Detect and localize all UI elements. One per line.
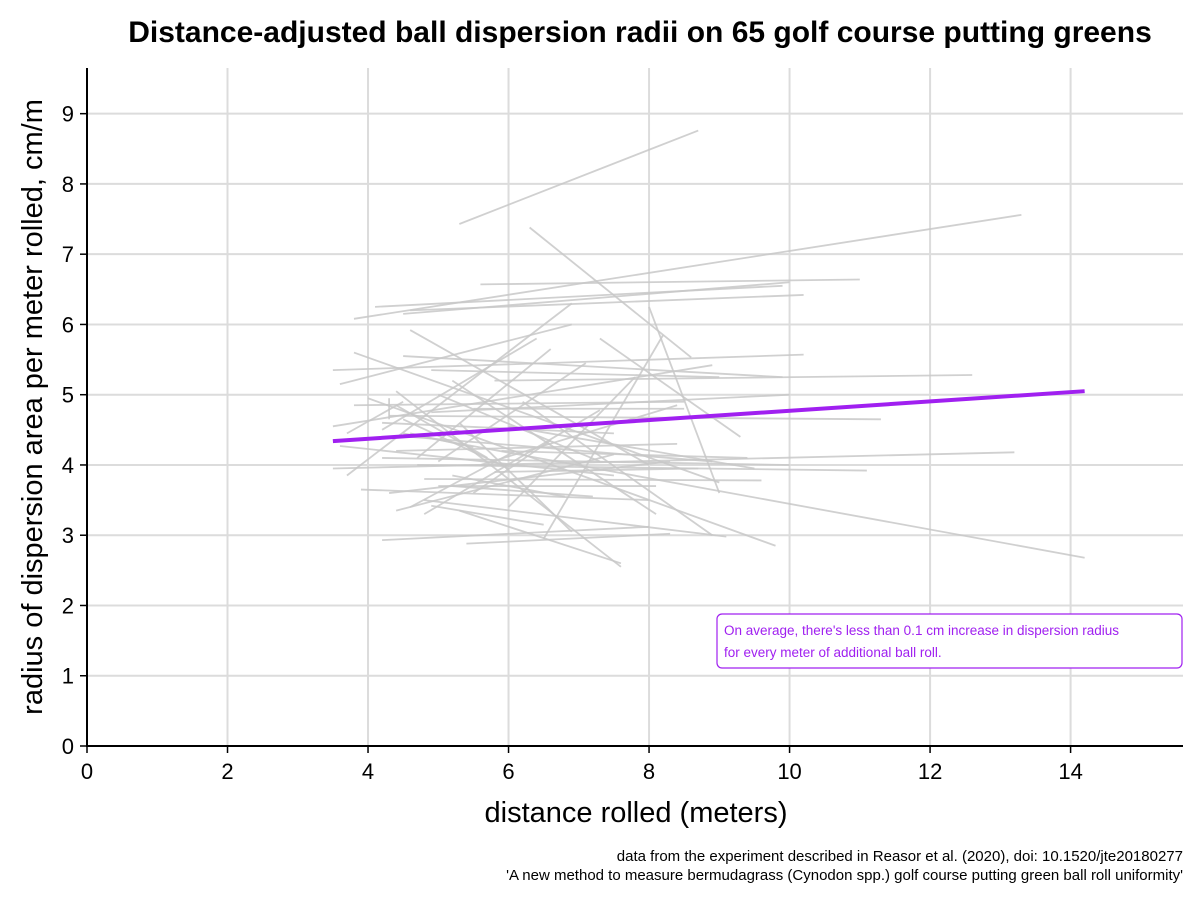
green-line xyxy=(452,474,565,498)
x-axis-ticks: 0 2 4 6 8 10 12 14 xyxy=(81,746,1083,784)
x-axis-title: distance rolled (meters) xyxy=(485,797,788,829)
green-line xyxy=(431,504,544,526)
y-tick-label: 2 xyxy=(62,593,74,618)
green-line xyxy=(403,355,783,379)
green-line xyxy=(480,278,860,286)
green-line xyxy=(522,400,713,536)
green-line xyxy=(451,379,657,515)
green-lines xyxy=(332,129,1085,568)
axes xyxy=(86,68,1183,747)
green-line xyxy=(389,460,671,494)
y-axis-title: radius of dispersion area per meter roll… xyxy=(17,99,49,715)
green-line xyxy=(501,450,748,459)
x-tick-label: 10 xyxy=(777,759,801,784)
green-line xyxy=(529,226,692,359)
green-line xyxy=(395,453,615,512)
green-line xyxy=(452,485,593,498)
green-line xyxy=(395,404,488,459)
green-line xyxy=(599,337,741,438)
trend-line-group xyxy=(332,389,1085,444)
caption-line-2: 'A new method to measure bermudagrass (C… xyxy=(506,867,1183,884)
y-tick-label: 5 xyxy=(62,383,74,408)
green-line xyxy=(459,129,699,225)
trend-line xyxy=(332,389,1085,444)
y-tick-label: 4 xyxy=(62,453,74,478)
green-line xyxy=(410,294,804,312)
green-line xyxy=(346,302,573,477)
y-tick-label: 7 xyxy=(62,242,74,267)
green-line xyxy=(332,451,1015,470)
annotation-box: On average, there's less than 0.1 cm inc… xyxy=(716,613,1183,669)
green-line xyxy=(382,421,614,435)
green-line xyxy=(459,509,622,565)
green-line xyxy=(480,404,678,466)
green-line xyxy=(423,409,601,515)
x-tick-label: 2 xyxy=(221,759,233,784)
green-line xyxy=(409,329,650,466)
y-tick-label: 0 xyxy=(62,734,74,759)
green-line xyxy=(458,422,573,533)
green-line xyxy=(346,400,404,435)
x-tick-label: 8 xyxy=(643,759,655,784)
green-line xyxy=(409,450,516,508)
y-tick-label: 6 xyxy=(62,312,74,337)
y-tick-label: 9 xyxy=(62,102,74,127)
annotation-border xyxy=(716,613,1183,669)
annotation-line-2: for every meter of additional ball roll. xyxy=(724,645,942,660)
annotation-line-1: On average, there's less than 0.1 cm inc… xyxy=(724,623,1119,638)
x-tick-label: 4 xyxy=(362,759,374,784)
green-line xyxy=(416,348,552,459)
green-line xyxy=(508,425,755,470)
green-line xyxy=(382,525,650,542)
y-tick-label: 1 xyxy=(62,664,74,689)
y-axis-ticks: 0 1 2 3 4 5 6 7 8 9 xyxy=(62,102,87,759)
chart-title: Distance-adjusted ball dispersion radii … xyxy=(128,16,1152,49)
green-line xyxy=(424,499,727,538)
green-line xyxy=(466,532,671,545)
y-tick-label: 3 xyxy=(62,523,74,548)
green-line xyxy=(339,323,572,386)
green-line xyxy=(381,337,538,431)
x-tick-label: 14 xyxy=(1058,759,1082,784)
green-line xyxy=(332,353,804,372)
green-line xyxy=(507,376,636,508)
green-line xyxy=(402,418,509,470)
green-line xyxy=(472,439,552,494)
y-tick-label: 8 xyxy=(62,172,74,197)
caption-line-1: data from the experiment described in Re… xyxy=(617,848,1183,865)
green-line xyxy=(431,369,720,379)
x-tick-label: 0 xyxy=(81,759,93,784)
x-tick-label: 6 xyxy=(502,759,514,784)
green-line xyxy=(494,374,973,382)
x-tick-label: 12 xyxy=(918,759,942,784)
